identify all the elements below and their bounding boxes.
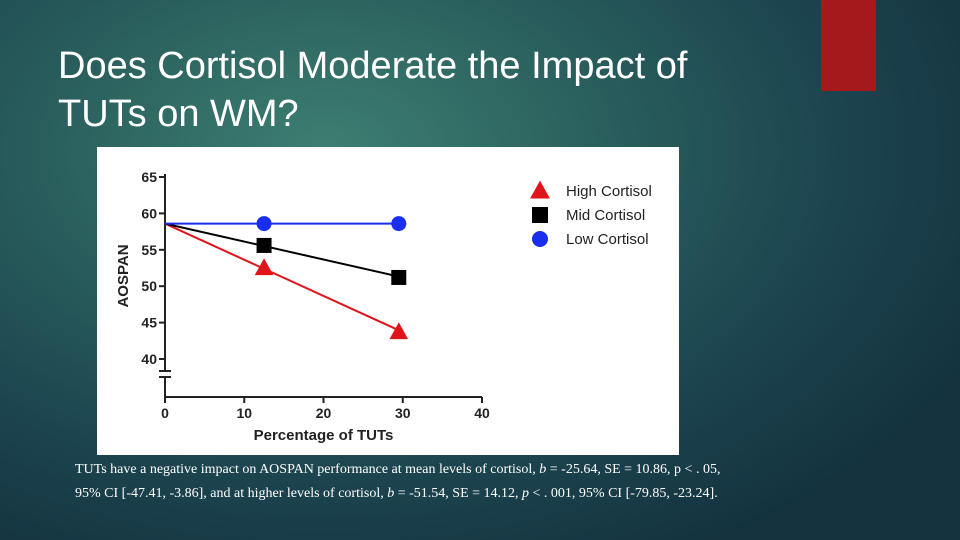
data-point-low-cortisol [391, 216, 406, 231]
data-point-high-cortisol [389, 322, 408, 339]
x-tick-label: 20 [316, 405, 332, 421]
x-tick-label: 0 [161, 405, 169, 421]
slide-title: Does Cortisol Moderate the Impact of TUT… [58, 42, 808, 138]
y-tick-label: 40 [141, 351, 157, 367]
y-tick-label: 55 [141, 242, 157, 258]
data-point-low-cortisol [257, 216, 272, 231]
legend-label-high-cortisol: High Cortisol [566, 183, 652, 200]
chart-svg: 40 45 50 55 60 65 0 10 20 30 40 Percentage of TUTs A… [97, 147, 679, 455]
series-line-mid-cortisol [165, 224, 403, 278]
chart-panel: 40 45 50 55 60 65 0 10 20 30 40 Percentage of TUTs A… [97, 147, 679, 455]
legend-label-low-cortisol: Low Cortisol [566, 231, 649, 248]
legend-marker-mid-cortisol [532, 207, 548, 223]
accent-bar [821, 0, 876, 91]
caption: TUTs have a negative impact on AOSPAN pe… [75, 458, 935, 506]
x-tick-label: 40 [474, 405, 490, 421]
caption-l2-post: < . 001, 95% CI [-79.85, -23.24]. [529, 486, 718, 501]
slide-title-line1: Does Cortisol Moderate the Impact of [58, 45, 687, 87]
slide-title-line2: TUTs on WM? [58, 93, 299, 135]
y-axis-label: AOSPAN [115, 244, 132, 307]
x-tick-label: 30 [395, 405, 411, 421]
y-tick-label: 45 [141, 315, 157, 331]
caption-l1-pre: TUTs have a negative impact on AOSPAN pe… [75, 462, 539, 477]
y-tick-label: 65 [141, 169, 157, 185]
x-tick-label: 10 [236, 405, 252, 421]
y-tick-label: 50 [141, 278, 157, 294]
caption-l2-p: p [522, 486, 529, 501]
caption-l2-pre: 95% CI [-47.41, -3.86], and at higher le… [75, 486, 387, 501]
legend-marker-low-cortisol [532, 231, 548, 247]
series-line-high-cortisol [165, 224, 403, 332]
legend-label-mid-cortisol: Mid Cortisol [566, 207, 645, 224]
x-axis-label: Percentage of TUTs [254, 427, 394, 444]
caption-l2-mid: = -51.54, SE = 14.12, [394, 486, 522, 501]
data-point-mid-cortisol [391, 270, 406, 285]
data-point-mid-cortisol [257, 238, 272, 253]
caption-l1-post: = -25.64, SE = 10.86, p < . 05, [546, 462, 720, 477]
legend-marker-high-cortisol [530, 181, 550, 199]
y-tick-label: 60 [141, 205, 157, 221]
